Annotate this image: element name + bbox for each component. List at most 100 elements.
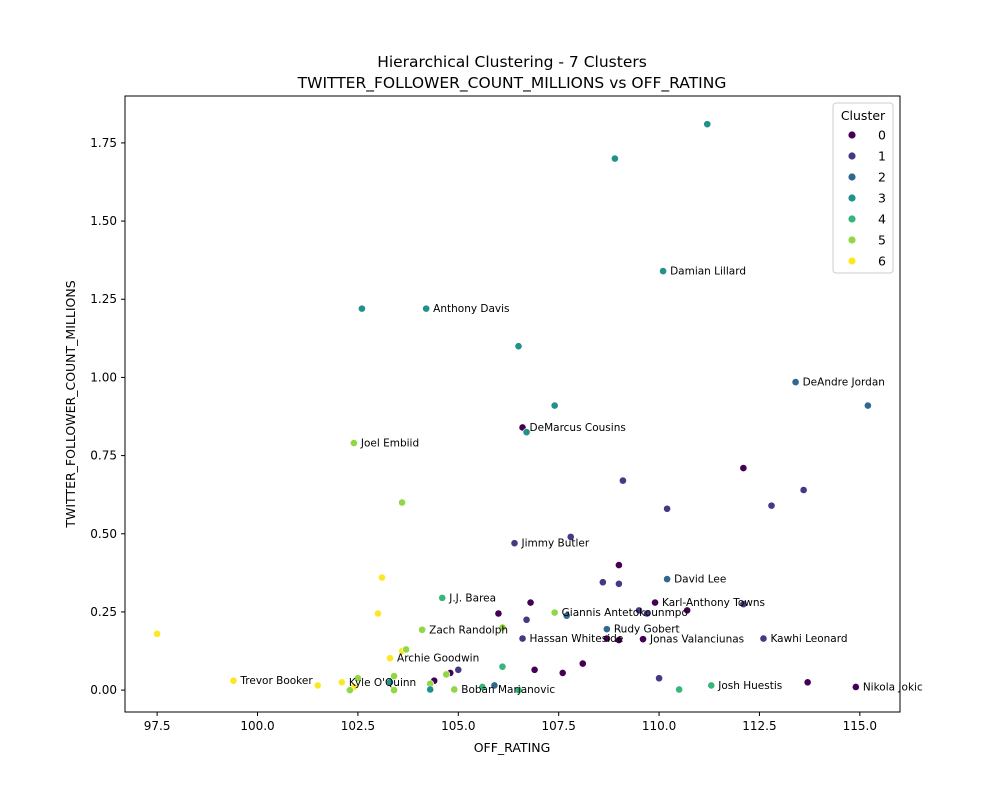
data-point xyxy=(345,686,354,695)
x-axis-label: OFF_RATING xyxy=(474,740,551,755)
data-point xyxy=(494,609,503,618)
data-point xyxy=(498,662,507,671)
data-point xyxy=(386,678,394,687)
data-point xyxy=(418,625,427,634)
data-point xyxy=(639,635,647,644)
data-point xyxy=(739,464,748,473)
point-label: Jimmy Butler xyxy=(521,538,590,550)
x-tick-label: 115.0 xyxy=(843,719,877,733)
data-point xyxy=(799,486,808,494)
data-point xyxy=(791,378,800,387)
point-label: David Lee xyxy=(674,574,726,586)
data-point xyxy=(663,575,671,584)
data-point xyxy=(478,683,487,691)
point-label: Damian Lillard xyxy=(670,266,746,278)
data-point xyxy=(550,608,559,617)
y-tick-label: 1.00 xyxy=(90,370,117,384)
data-point xyxy=(759,634,768,643)
point-labels: Damian Lillard Anthony Davis DeAndre Jorda… xyxy=(239,266,923,696)
legend-entry-label: 1 xyxy=(878,149,886,164)
legend-marker xyxy=(848,215,856,223)
data-point xyxy=(390,686,398,695)
point-label: Hassan Whiteside xyxy=(530,633,624,645)
data-point xyxy=(349,439,358,447)
data-point xyxy=(683,606,692,615)
data-point xyxy=(438,593,447,602)
data-point xyxy=(522,615,531,624)
data-point xyxy=(863,401,872,410)
point-label: Joel Embiid xyxy=(360,438,419,450)
data-point xyxy=(663,504,671,513)
data-point xyxy=(398,498,406,507)
legend-entry-label: 5 xyxy=(878,233,886,248)
point-label: Giannis Antetokounmpo xyxy=(562,607,688,619)
point-label: Anthony Davis xyxy=(433,303,509,315)
data-point xyxy=(635,606,643,615)
data-point xyxy=(498,623,507,632)
point-label: DeMarcus Cousins xyxy=(530,422,626,434)
data-point xyxy=(422,304,431,313)
legend-marker xyxy=(848,173,856,181)
legend-entry-label: 3 xyxy=(878,191,886,206)
data-point xyxy=(610,154,619,163)
legend-marker xyxy=(848,236,856,244)
data-point xyxy=(313,681,322,690)
data-point xyxy=(703,120,712,129)
data-point xyxy=(454,665,463,674)
point-label: Kyle O'Quinn xyxy=(349,677,416,689)
data-point xyxy=(229,676,238,685)
legend-entry-label: 6 xyxy=(878,254,886,269)
legend-marker xyxy=(848,194,856,202)
point-label: Zach Randolph xyxy=(429,624,508,636)
data-point xyxy=(615,579,623,588)
data-point xyxy=(378,573,386,582)
y-tick-label: 0.00 xyxy=(90,683,117,697)
data-point xyxy=(851,683,860,691)
data-point xyxy=(550,401,559,410)
y-tick-label: 1.25 xyxy=(90,292,117,306)
legend: Cluster 0 1 2 3 4 5 6 xyxy=(832,102,894,274)
legend-entry-label: 0 xyxy=(878,128,886,143)
data-point xyxy=(518,634,527,643)
chart-title: Hierarchical Clustering - 7 Clusters xyxy=(377,53,647,71)
x-tick-label: 100.0 xyxy=(240,719,274,733)
data-point xyxy=(675,685,684,694)
point-label: Jonas Valanciunas xyxy=(649,634,744,646)
data-point xyxy=(426,685,435,694)
data-point xyxy=(655,674,663,683)
legend-marker xyxy=(848,152,856,160)
y-axis-label: TWITTER_FOLLOWER_COUNT_MILLIONS xyxy=(63,280,78,528)
data-point xyxy=(739,600,748,609)
point-label: Karl-Anthony Towns xyxy=(662,597,765,609)
point-label: DeAndre Jordan xyxy=(803,377,885,389)
data-point xyxy=(514,686,523,695)
legend-marker xyxy=(848,257,856,265)
plot-area-frame xyxy=(124,95,901,713)
data-point xyxy=(767,501,776,510)
data-point xyxy=(402,645,410,654)
x-tick-label: 97.5 xyxy=(144,719,171,733)
data-point xyxy=(526,598,535,607)
data-point xyxy=(659,267,667,276)
data-point xyxy=(358,304,366,313)
data-point xyxy=(707,681,716,690)
y-axis: 0.00 0.25 0.50 0.75 1.00 1.25 1.50 1.75 xyxy=(90,136,125,697)
data-point xyxy=(615,561,623,569)
data-point xyxy=(615,636,623,644)
x-tick-label: 112.5 xyxy=(742,719,776,733)
data-point xyxy=(562,611,571,620)
data-point xyxy=(337,678,346,687)
y-tick-label: 0.50 xyxy=(90,527,117,541)
legend-entry-label: 2 xyxy=(878,170,886,185)
point-label: Rudy Gobert xyxy=(614,624,680,636)
data-point xyxy=(598,578,607,587)
data-point xyxy=(450,685,459,694)
point-label: Josh Huestis xyxy=(717,680,782,692)
data-point xyxy=(522,428,531,437)
legend-frame xyxy=(832,102,894,274)
data-point xyxy=(390,672,398,680)
chart-subtitle: TWITTER_FOLLOWER_COUNT_MILLIONS vs OFF_R… xyxy=(297,74,727,93)
x-tick-label: 105.0 xyxy=(441,719,475,733)
point-label: Boban Marjanovic xyxy=(461,684,555,696)
